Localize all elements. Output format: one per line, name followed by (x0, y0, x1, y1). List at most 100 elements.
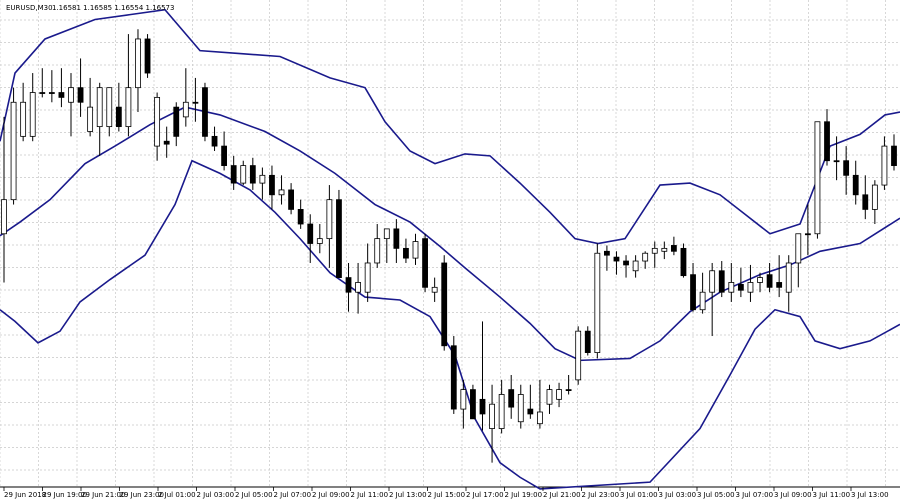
candle (135, 29, 141, 113)
candle-body (862, 194, 869, 210)
x-tick-label: 29 Jun 21:00 (81, 491, 125, 499)
candle (862, 175, 869, 220)
x-tick-label: 29 Jun 2018 (4, 491, 46, 499)
candle (106, 87, 113, 137)
candle-body (757, 277, 763, 283)
grid (0, 0, 900, 488)
candle (527, 384, 534, 419)
candle-body (833, 160, 840, 163)
candle-body (785, 262, 792, 293)
candle-body (412, 241, 419, 259)
candle (58, 68, 65, 108)
candle (728, 262, 735, 302)
candle-body (680, 247, 687, 277)
candle (737, 267, 744, 298)
candle-body (29, 92, 36, 137)
candle (125, 34, 132, 137)
candle-body (450, 345, 457, 410)
candle (613, 251, 620, 275)
candle (623, 255, 629, 278)
candle (20, 82, 27, 142)
candle (651, 241, 658, 268)
candle (144, 34, 151, 78)
band-upper-line (0, 8, 900, 245)
candle (374, 224, 381, 268)
candle-body (77, 87, 84, 103)
candle (230, 155, 237, 190)
candle (297, 199, 304, 229)
candle-body (604, 250, 610, 256)
candle (87, 77, 94, 137)
candles (1, 29, 897, 463)
candle-body (795, 233, 802, 264)
candle-body (891, 145, 897, 166)
candle-body (326, 199, 333, 240)
candle (795, 233, 802, 288)
candle-body (278, 189, 285, 196)
candle-body (211, 135, 218, 147)
candle (804, 204, 811, 256)
candle-body (470, 389, 476, 420)
candle (278, 175, 285, 205)
candle-body (651, 247, 658, 254)
candle-body (288, 189, 294, 210)
candle-body (479, 398, 486, 415)
candle-body (125, 87, 132, 128)
candle-body (106, 87, 113, 128)
x-tick-label: 29 Jun 23:00 (120, 491, 164, 499)
candle-body (192, 101, 199, 104)
candle (718, 261, 725, 298)
candle (747, 264, 754, 302)
candle (39, 68, 46, 98)
candle (29, 73, 36, 142)
candle (221, 131, 228, 171)
candle-body (422, 238, 428, 288)
candle-body (537, 411, 543, 425)
candle-body (144, 38, 151, 74)
candle-body (221, 145, 228, 166)
candle (211, 126, 218, 151)
candle-body (565, 389, 572, 392)
candle (202, 82, 208, 142)
bollinger-bands (0, 8, 900, 490)
candle-body (670, 245, 677, 252)
candle (537, 379, 543, 429)
candle-body (10, 101, 17, 201)
candle-body (728, 282, 735, 293)
candle (661, 241, 668, 260)
candle-body (709, 270, 716, 293)
candle (326, 185, 333, 268)
candle (1, 116, 7, 283)
candle-body (517, 394, 524, 423)
candle-body (163, 140, 170, 145)
candle-body (374, 238, 381, 264)
candle-body (766, 274, 773, 288)
candle (412, 233, 419, 265)
candle (565, 374, 572, 395)
candle-body (871, 184, 878, 210)
candle-body (699, 291, 706, 311)
candle (288, 183, 294, 215)
candle (182, 68, 189, 127)
candle (96, 82, 103, 156)
ohlc-label: 1.16581 1.16585 1.16554 1.16573 (52, 4, 174, 12)
candle-body (737, 284, 744, 291)
candle-body (115, 106, 122, 128)
candle-body (202, 87, 208, 137)
candle-body (508, 389, 515, 408)
candle (460, 379, 467, 429)
candle-body (460, 389, 467, 410)
candle (814, 121, 821, 239)
candle-body (39, 92, 46, 94)
candle (604, 245, 610, 271)
candle-body (383, 228, 390, 240)
candle-body (336, 199, 342, 278)
candle-body (852, 174, 859, 196)
candle-body (613, 256, 620, 262)
candle (173, 102, 180, 147)
candle-body (594, 252, 601, 353)
candle (670, 236, 677, 256)
symbol-label: EURUSD,M30 (6, 4, 53, 12)
